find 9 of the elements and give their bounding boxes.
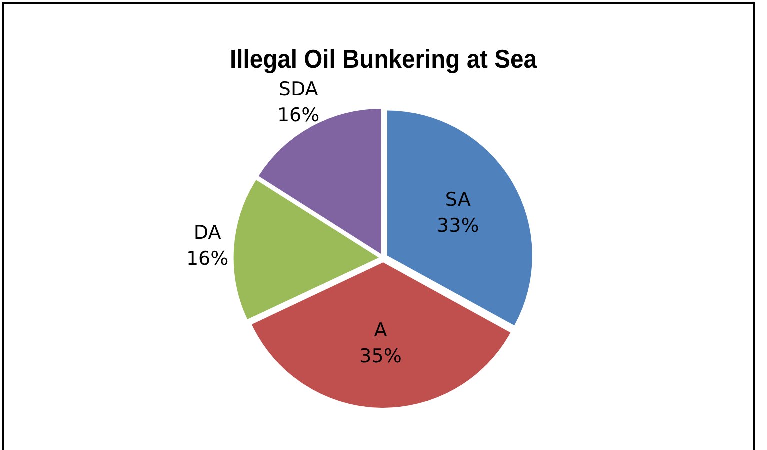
data-label: 16%: [277, 104, 320, 127]
slice-label: SA: [445, 188, 471, 211]
slice-label: SDA: [278, 78, 318, 101]
data-label: 16%: [186, 248, 229, 270]
data-label: 33%: [437, 214, 480, 237]
chart-title: Illegal Oil Bunkering at Sea: [230, 44, 538, 74]
data-label: 35%: [360, 346, 402, 368]
slice-label: DA: [194, 222, 222, 244]
slice-label: A: [374, 320, 388, 342]
